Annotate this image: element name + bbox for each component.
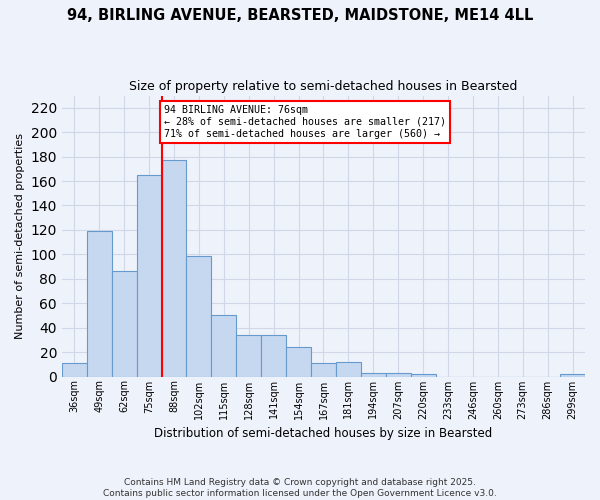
Bar [236,335,261,376]
Bar [112,272,137,376]
Bar [410,374,436,376]
Text: 94, BIRLING AVENUE, BEARSTED, MAIDSTONE, ME14 4LL: 94, BIRLING AVENUE, BEARSTED, MAIDSTONE,… [67,8,533,22]
Title: Size of property relative to semi-detached houses in Bearsted: Size of property relative to semi-detach… [129,80,518,93]
Bar [311,363,336,376]
Bar [286,347,311,376]
Bar [386,373,410,376]
Bar [560,374,585,376]
Bar [361,373,386,376]
Bar [161,160,187,376]
Bar [336,362,361,376]
Bar [87,231,112,376]
Y-axis label: Number of semi-detached properties: Number of semi-detached properties [15,133,25,339]
Text: Contains HM Land Registry data © Crown copyright and database right 2025.
Contai: Contains HM Land Registry data © Crown c… [103,478,497,498]
Text: 94 BIRLING AVENUE: 76sqm
← 28% of semi-detached houses are smaller (217)
71% of : 94 BIRLING AVENUE: 76sqm ← 28% of semi-d… [164,106,446,138]
X-axis label: Distribution of semi-detached houses by size in Bearsted: Distribution of semi-detached houses by … [154,427,493,440]
Bar [261,335,286,376]
Bar [211,316,236,376]
Bar [62,363,87,376]
Bar [137,175,161,376]
Bar [187,256,211,376]
